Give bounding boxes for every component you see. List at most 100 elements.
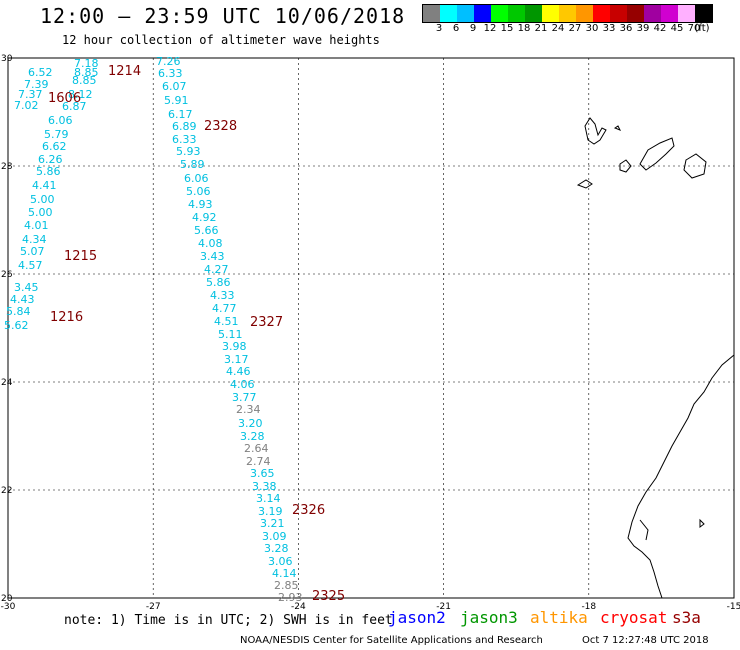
legend-swatch (423, 5, 440, 22)
legend-swatch (576, 5, 593, 22)
legend-label: 45 (670, 23, 684, 34)
wave-reading: 6.52 (28, 66, 53, 79)
wave-reading: 3.28 (264, 542, 289, 555)
legend-swatch (661, 5, 678, 22)
wave-reading: 5.86 (36, 165, 61, 178)
wave-reading: 5.07 (20, 245, 45, 258)
island-la-palma (584, 117, 607, 145)
wave-reading: 3.45 (14, 281, 39, 294)
wave-readings: 7.186.52 8.858.857.398.127.377.02 6.876.06… (4, 55, 303, 604)
legend-label: 18 (517, 23, 531, 34)
legend-swatch (695, 5, 712, 22)
legend-label: 3 (435, 23, 443, 34)
mission-altika: altika (530, 608, 588, 627)
pass-label: 1606 (48, 91, 81, 106)
wave-reading: 6.17 (168, 108, 193, 121)
legend-swatch (457, 5, 474, 22)
wave-reading: 8.85 (74, 66, 99, 79)
wave-reading: 5.11 (218, 328, 243, 341)
legend-label: 33 (602, 23, 616, 34)
legend-label: 24 (551, 23, 565, 34)
wave-reading: 4.46 (226, 365, 251, 378)
wave-reading: 3.17 (224, 353, 249, 366)
longitude-label: -21 (436, 602, 451, 612)
pass-label: 2327 (250, 315, 283, 330)
wave-reading: 2.34 (236, 403, 261, 416)
footer-credit: NOAA/NESDIS Center for Satellite Applica… (240, 635, 543, 646)
pass-label: 1214 (108, 64, 141, 79)
legend-swatch (542, 5, 559, 22)
pass-label: 1216 (50, 310, 83, 325)
wave-reading: 2.64 (244, 442, 269, 455)
island-small-1 (613, 125, 622, 131)
wave-reading: 3.21 (260, 517, 285, 530)
pass-label: 1215 (64, 249, 97, 264)
wave-reading: 4.51 (214, 315, 239, 328)
legend-swatch (593, 5, 610, 22)
wave-reading: 8.85 (72, 74, 97, 87)
wave-reading: 5.91 (164, 94, 189, 107)
coastline (576, 117, 735, 599)
pass-label: 2326 (292, 503, 325, 518)
wave-reading: 7.26 (156, 55, 181, 68)
longitude-label: -30 (1, 602, 16, 612)
legend-swatch (508, 5, 525, 22)
wave-reading: 4.41 (32, 179, 57, 192)
wave-reading: 2.93 (278, 591, 303, 604)
latitude-label: 28 (1, 162, 13, 172)
wave-reading: 5.00 (28, 206, 53, 219)
wave-reading: 3.20 (238, 417, 263, 430)
footer-note: note: 1) Time is in UTC; 2) SWH is in fe… (64, 613, 393, 628)
legend-label: 27 (568, 23, 582, 34)
wave-reading: 3.98 (222, 340, 247, 353)
map-grid (8, 58, 734, 598)
wave-reading: 3.38 (252, 480, 277, 493)
african-coast (627, 354, 735, 599)
wave-reading: 7.39 (24, 78, 49, 91)
footer-timestamp: Oct 7 12:27:48 UTC 2018 (582, 635, 709, 646)
wave-reading: 5.84 (6, 305, 31, 318)
wave-reading: 3.06 (268, 555, 293, 568)
wave-reading: 3.09 (262, 530, 287, 543)
legend-label: 30 (585, 23, 599, 34)
wave-reading: 6.33 (158, 67, 183, 80)
latitude-label: 26 (1, 270, 13, 280)
island-tenerife (639, 137, 675, 171)
legend-swatch (440, 5, 457, 22)
wave-reading: 7.18 (74, 57, 99, 70)
latitude-label: 30 (1, 54, 13, 64)
pass-label: 2325 (312, 589, 345, 604)
legend-swatch (491, 5, 508, 22)
wave-reading: 3.19 (258, 505, 283, 518)
legend-label: 42 (653, 23, 667, 34)
map-frame (7, 57, 735, 599)
wave-reading: 6.06 (184, 172, 209, 185)
wave-reading: 6.26 (38, 153, 63, 166)
wave-reading: 3.65 (250, 467, 275, 480)
wave-reading: 5.62 (4, 319, 29, 332)
wave-reading: 4.33 (210, 289, 235, 302)
wave-reading: 2.74 (246, 455, 271, 468)
wave-reading: 5.89 (180, 158, 205, 171)
legend-label: 9 (469, 23, 477, 34)
wave-reading: 3.14 (256, 492, 281, 505)
mission-s3a: s3a (672, 608, 701, 627)
legend-swatch (678, 5, 695, 22)
legend-swatch (644, 5, 661, 22)
wave-reading: 5.06 (186, 185, 211, 198)
wave-reading: 4.34 (22, 233, 47, 246)
island-gran-canaria (683, 153, 707, 179)
page-title: 12:00 — 23:59 UTC 10/06/2018 (40, 4, 406, 28)
color-legend (422, 4, 713, 23)
wave-reading: 6.33 (172, 133, 197, 146)
legend-label: 21 (534, 23, 548, 34)
wave-reading: 6.07 (162, 80, 187, 93)
mission-jason3: jason3 (460, 608, 518, 627)
page-subtitle: 12 hour collection of altimeter wave hei… (62, 33, 380, 47)
legend-label: 70 (687, 23, 701, 34)
wave-reading: 7.37 (18, 88, 43, 101)
wave-reading: 6.87 (62, 100, 87, 113)
wave-reading: 5.66 (194, 224, 219, 237)
wave-reading: 4.14 (272, 567, 297, 580)
wave-reading: 5.86 (206, 276, 231, 289)
